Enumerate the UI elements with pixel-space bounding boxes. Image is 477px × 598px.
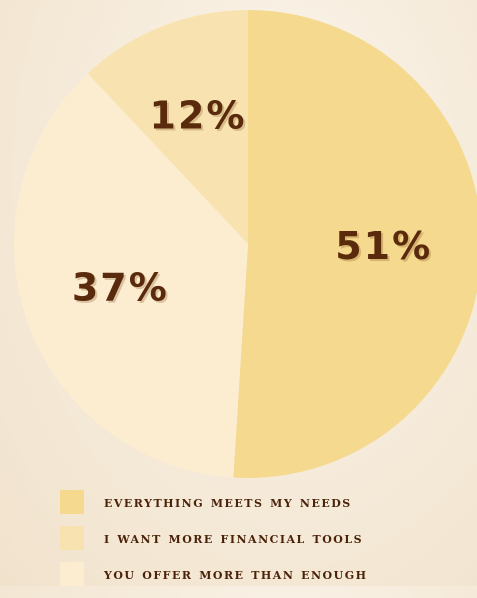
pie-slice-12 <box>87 10 248 244</box>
pie-label-51: 51% <box>335 224 432 268</box>
legend-item-i-want-more-financial-tools: I WANT MORE FINANCIAL TOOLS <box>60 526 470 550</box>
legend-swatch <box>60 526 84 550</box>
pie-slices <box>14 10 477 478</box>
pie-chart: 51% 51% 37% 37% 12% 12% EVERYTHING MEETS MY N… <box>14 10 477 586</box>
pie-slice-51 <box>233 10 477 478</box>
pie-label-shadow: 12% <box>152 95 249 139</box>
legend-label: YOU OFFER MORE THAN ENOUGH <box>104 565 368 583</box>
pie-label-37: 37% <box>72 266 169 310</box>
legend-label: I WANT MORE FINANCIAL TOOLS <box>104 529 364 547</box>
pie-label-shadow: 37% <box>74 268 171 312</box>
pie-label-12: 12% <box>150 93 247 137</box>
legend-item-you-offer-more-than-enough: YOU OFFER MORE THAN ENOUGH <box>60 562 470 586</box>
legend-label: EVERYTHING MEETS MY NEEDS <box>104 493 352 511</box>
legend-swatch <box>60 562 84 586</box>
legend-item-everything-meets-my-needs: EVERYTHING MEETS MY NEEDS <box>60 490 470 514</box>
pie-slice-37 <box>14 73 248 478</box>
pie-labels: 51%51%37%37%12%12% <box>72 93 434 312</box>
pie-chart-svg: 51%51%37%37%12%12% <box>14 10 477 478</box>
legend-swatch <box>60 490 84 514</box>
pie-label-shadow: 51% <box>337 226 434 270</box>
legend: EVERYTHING MEETS MY NEEDS I WANT MORE FI… <box>60 490 470 598</box>
